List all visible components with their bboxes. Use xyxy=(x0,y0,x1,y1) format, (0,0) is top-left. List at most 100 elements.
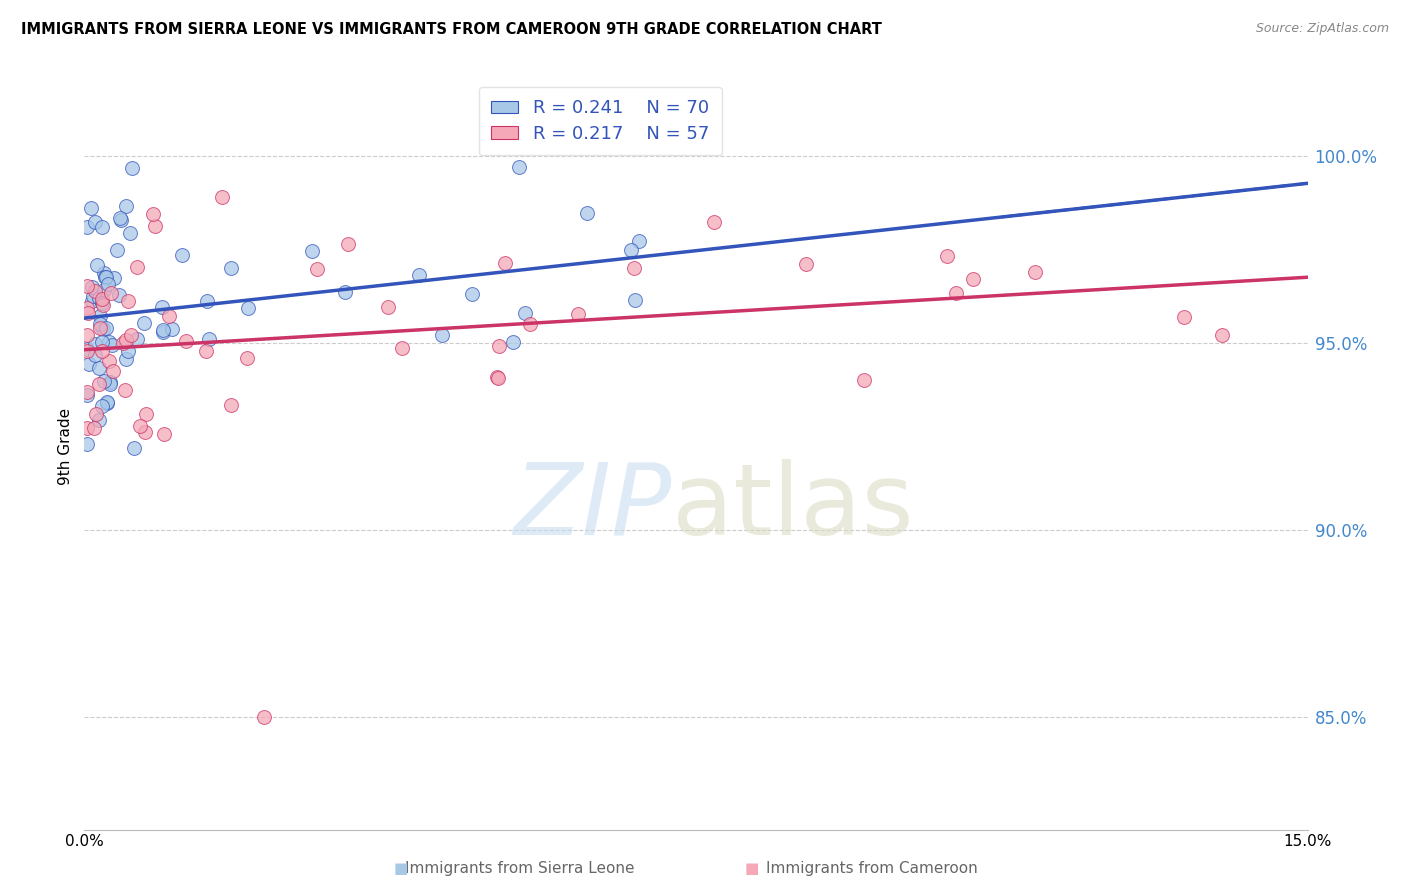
Point xyxy=(142,207,165,221)
Point xyxy=(219,398,242,412)
Point xyxy=(86,407,108,421)
Point xyxy=(94,270,117,285)
Point xyxy=(391,341,413,355)
Point xyxy=(77,357,100,371)
Point xyxy=(93,266,115,280)
Point xyxy=(94,320,117,334)
Point xyxy=(117,344,139,359)
Text: Immigrants from Sierra Leone: Immigrants from Sierra Leone xyxy=(405,861,636,876)
Point xyxy=(89,317,111,331)
Point xyxy=(84,215,107,229)
Point xyxy=(508,160,530,174)
Point xyxy=(567,307,589,321)
Point xyxy=(76,384,98,399)
Point xyxy=(174,334,197,348)
Point xyxy=(486,371,509,385)
Point xyxy=(305,262,328,277)
Point xyxy=(91,322,114,336)
Point xyxy=(100,285,122,300)
Point xyxy=(301,244,323,258)
Text: IMMIGRANTS FROM SIERRA LEONE VS IMMIGRANTS FROM CAMEROON 9TH GRADE CORRELATION C: IMMIGRANTS FROM SIERRA LEONE VS IMMIGRAN… xyxy=(21,22,882,37)
Point xyxy=(962,272,984,286)
Point xyxy=(105,244,128,258)
Point xyxy=(91,295,114,310)
Point xyxy=(114,351,136,366)
Point xyxy=(87,291,110,305)
Point xyxy=(91,335,114,350)
Point xyxy=(253,710,276,724)
Point xyxy=(82,294,104,309)
Point xyxy=(485,369,508,384)
Text: ZIP: ZIP xyxy=(513,458,672,556)
Point xyxy=(90,343,112,358)
Point xyxy=(90,399,112,413)
Point xyxy=(935,249,957,263)
Point xyxy=(103,364,125,378)
Point xyxy=(97,335,120,350)
Point xyxy=(461,286,484,301)
Text: Source: ZipAtlas.com: Source: ZipAtlas.com xyxy=(1256,22,1389,36)
Point xyxy=(76,279,98,293)
Point xyxy=(945,286,967,301)
Point xyxy=(408,268,430,282)
Point xyxy=(211,190,233,204)
Point xyxy=(76,327,98,342)
Point xyxy=(519,317,541,331)
Point xyxy=(80,201,103,215)
Point xyxy=(335,285,357,299)
Point xyxy=(160,322,183,336)
Point xyxy=(703,214,725,228)
Point xyxy=(76,301,98,315)
Point xyxy=(125,260,148,275)
Point xyxy=(110,211,132,225)
Point xyxy=(76,437,98,451)
Point xyxy=(127,332,149,346)
Point xyxy=(152,323,174,337)
Point xyxy=(101,338,124,352)
Point xyxy=(143,219,166,233)
Point xyxy=(76,306,98,320)
Point xyxy=(93,283,115,297)
Point xyxy=(172,248,194,262)
Point xyxy=(93,374,115,388)
Point xyxy=(129,419,152,434)
Point xyxy=(619,243,641,257)
Point xyxy=(152,427,174,442)
Point xyxy=(488,338,510,352)
Point xyxy=(103,270,125,285)
Point xyxy=(114,383,136,397)
Point xyxy=(121,161,143,175)
Point xyxy=(89,309,111,323)
Text: ■: ■ xyxy=(394,861,408,876)
Point xyxy=(117,293,139,308)
Point xyxy=(93,298,115,312)
Point xyxy=(194,344,217,359)
Point xyxy=(76,344,98,359)
Point xyxy=(76,220,98,235)
Point xyxy=(494,256,516,270)
Point xyxy=(89,320,111,334)
Point xyxy=(89,361,111,376)
Point xyxy=(120,327,142,342)
Point xyxy=(337,237,360,252)
Y-axis label: 9th Grade: 9th Grade xyxy=(58,408,73,484)
Point xyxy=(76,421,98,435)
Point xyxy=(377,300,399,314)
Point xyxy=(135,407,157,421)
Point xyxy=(236,351,259,366)
Point xyxy=(219,261,242,276)
Point xyxy=(98,377,121,392)
Point xyxy=(132,316,155,330)
Legend: R = 0.241    N = 70, R = 0.217    N = 57: R = 0.241 N = 70, R = 0.217 N = 57 xyxy=(478,87,721,155)
Point xyxy=(84,284,107,298)
Point xyxy=(794,257,817,271)
Point xyxy=(430,328,453,343)
Point xyxy=(1211,328,1233,343)
Point xyxy=(96,395,118,409)
Point xyxy=(80,279,103,293)
Point xyxy=(623,261,645,276)
Point xyxy=(1173,310,1195,325)
Point xyxy=(236,301,259,315)
Point xyxy=(110,213,132,227)
Text: Immigrants from Cameroon: Immigrants from Cameroon xyxy=(766,861,977,876)
